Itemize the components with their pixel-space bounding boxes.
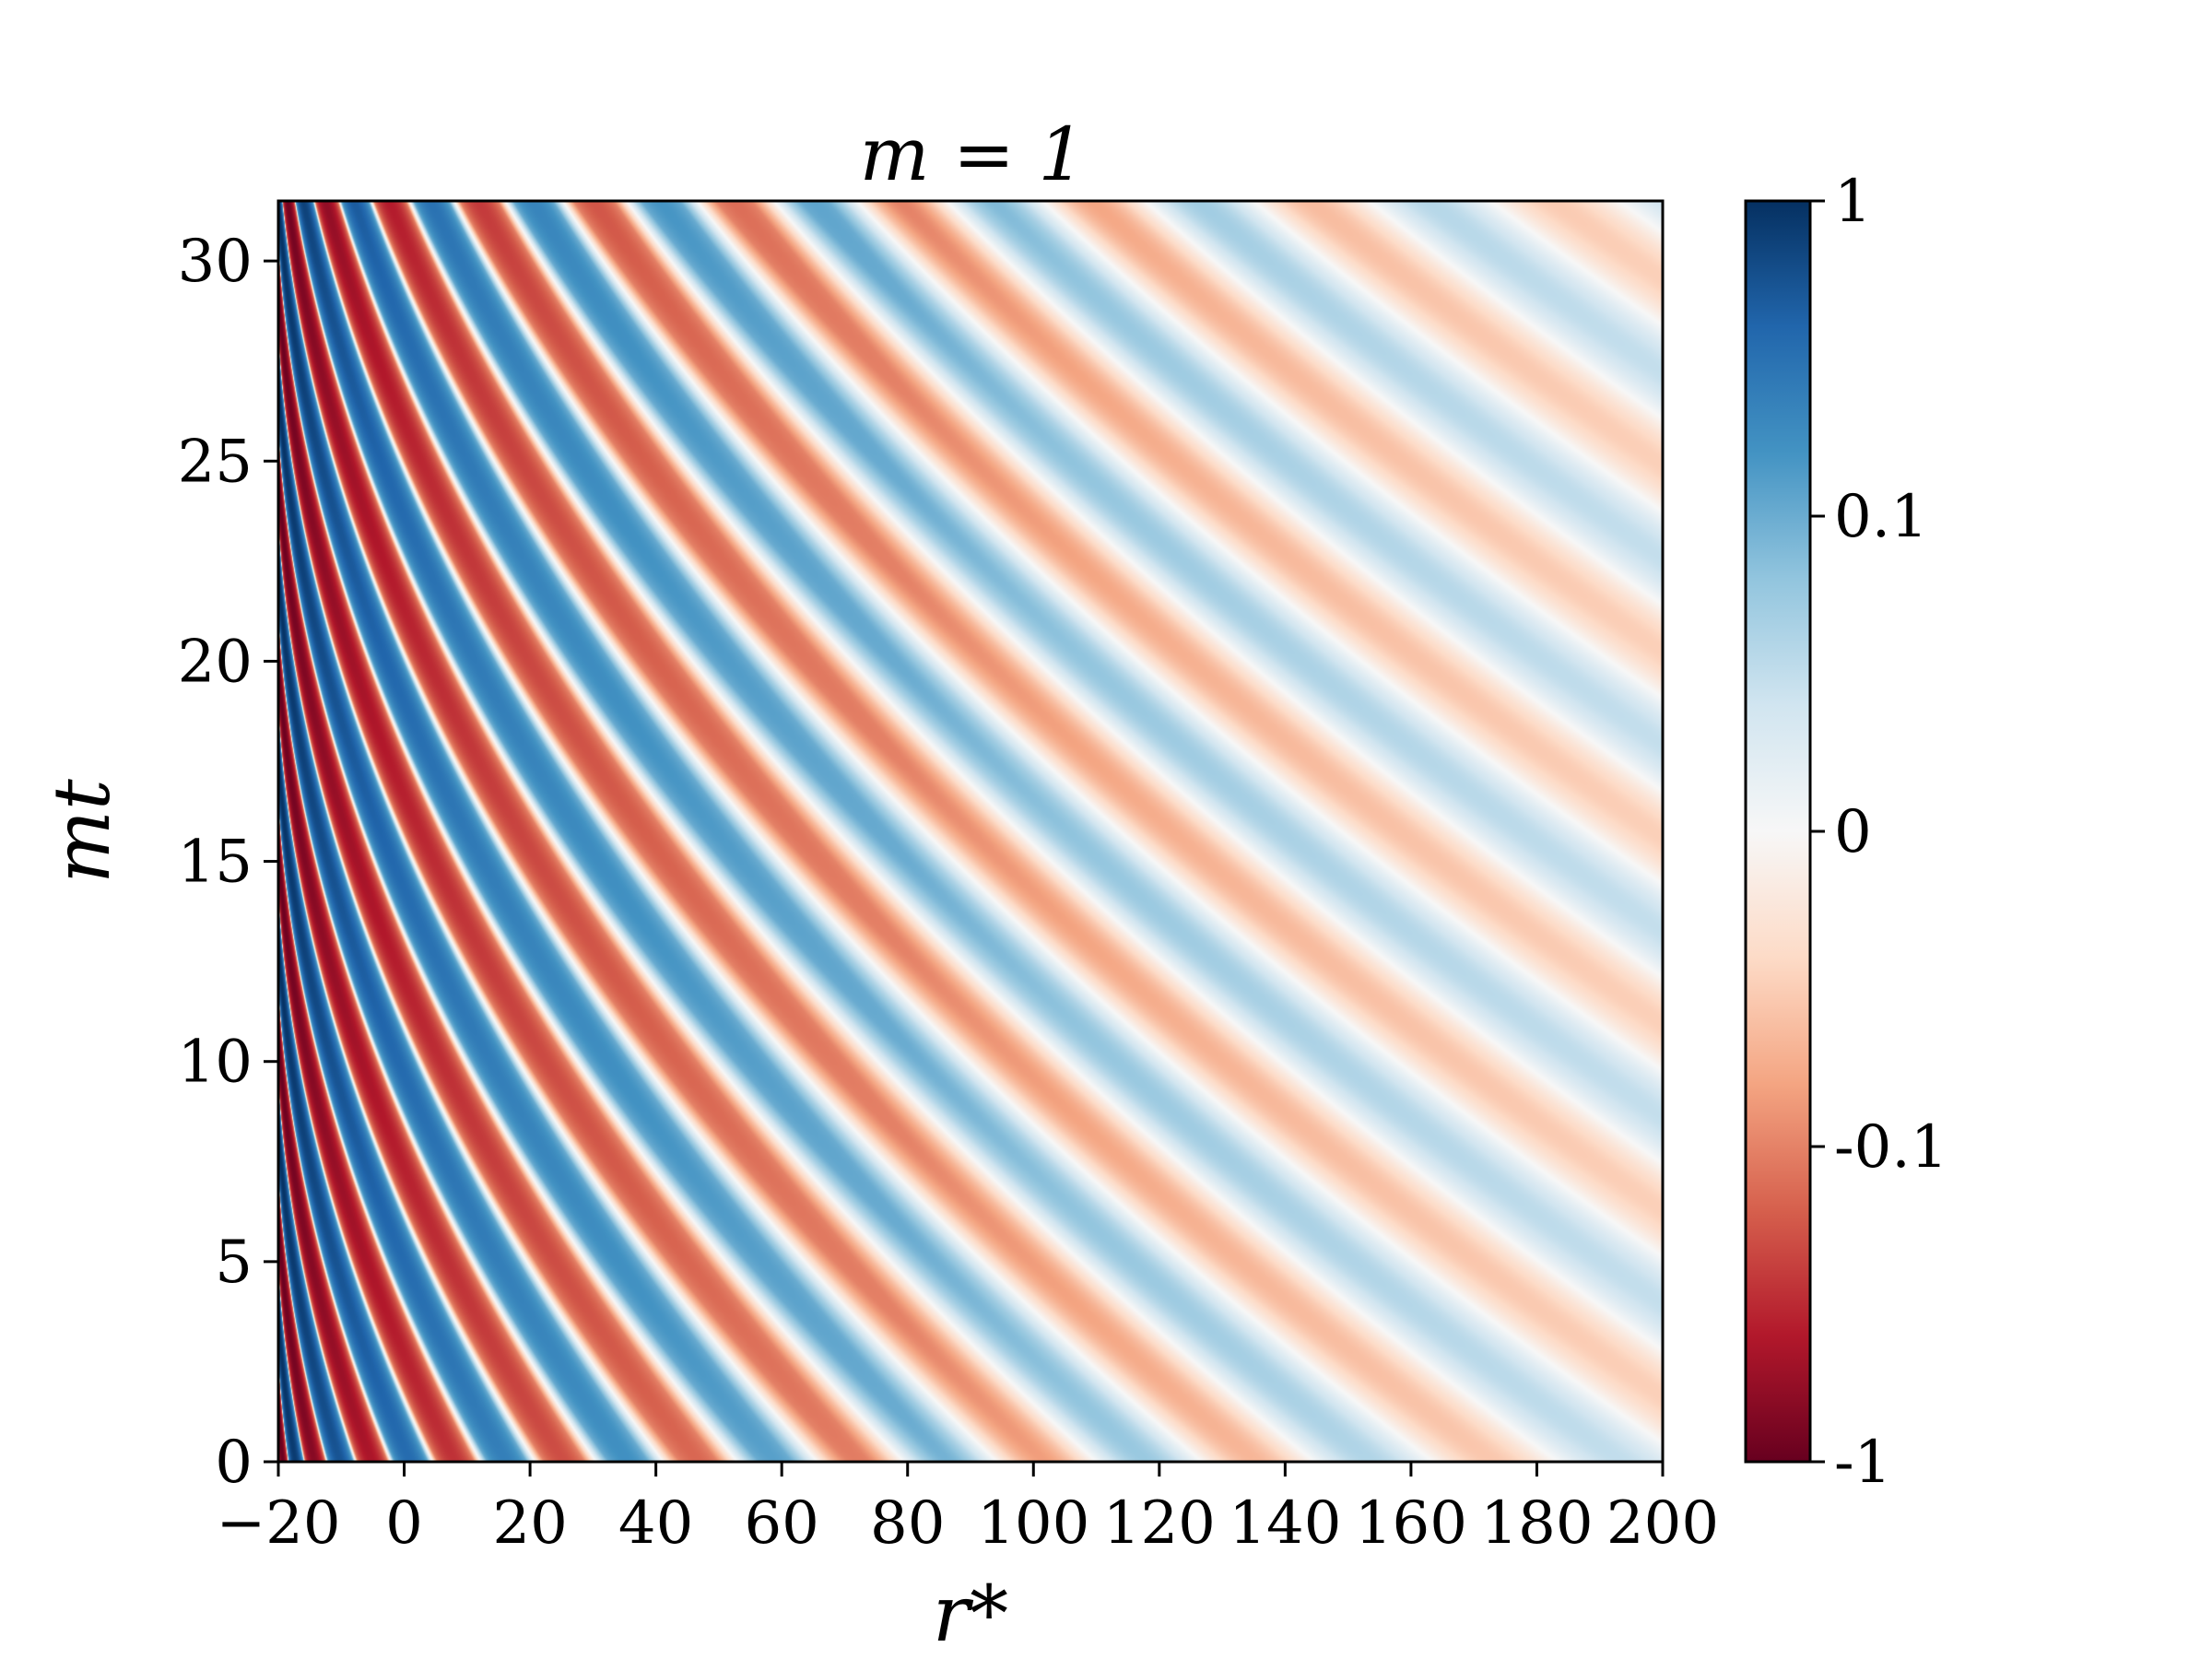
x-tick-label: 200 bbox=[1606, 1489, 1719, 1558]
x-tick-label: 160 bbox=[1355, 1489, 1467, 1558]
x-tick-label: 140 bbox=[1229, 1489, 1341, 1558]
x-tick-label: 180 bbox=[1480, 1489, 1593, 1558]
plot-area bbox=[276, 199, 1665, 1464]
plot-frame bbox=[276, 199, 1665, 1464]
colorbar-ticks: 1 0.1 0 -0.1 -1 bbox=[1810, 168, 1947, 1497]
x-tick-label: 0 bbox=[385, 1489, 423, 1558]
colorbar: 1 0.1 0 -0.1 -1 bbox=[1744, 168, 1947, 1497]
x-tick-label: −20 bbox=[216, 1489, 340, 1558]
x-tick-label: 40 bbox=[618, 1489, 693, 1558]
heatmap-field bbox=[278, 201, 1663, 1462]
y-tick-label: 15 bbox=[178, 829, 253, 897]
x-tick-label: 100 bbox=[977, 1489, 1089, 1558]
x-axis-label: r* bbox=[933, 1569, 1008, 1659]
x-tick-label: 60 bbox=[744, 1489, 818, 1558]
chart-title: m = 1 bbox=[860, 112, 1086, 197]
colorbar-gradient bbox=[1746, 201, 1810, 1462]
y-tick-label: 0 bbox=[215, 1429, 253, 1497]
colorbar-tick-label: 0.1 bbox=[1834, 483, 1928, 551]
colorbar-tick-label: 0 bbox=[1834, 798, 1872, 866]
y-axis-label: mt bbox=[37, 779, 127, 884]
y-tick-label: 10 bbox=[178, 1029, 253, 1097]
x-tick-label: 80 bbox=[870, 1489, 945, 1558]
y-tick-label: 20 bbox=[178, 628, 253, 696]
x-tick-label: 20 bbox=[492, 1489, 567, 1558]
colorbar-tick-label: 1 bbox=[1834, 168, 1872, 236]
y-tick-label: 25 bbox=[178, 428, 253, 496]
colorbar-tick-label: -1 bbox=[1834, 1429, 1891, 1497]
x-tick-label: 120 bbox=[1103, 1489, 1216, 1558]
y-axis: 0 5 10 15 20 25 30 bbox=[178, 228, 278, 1497]
y-tick-label: 5 bbox=[215, 1229, 253, 1297]
x-axis: −20 0 20 40 60 80 100 120 140 160 180 200 bbox=[216, 1462, 1719, 1558]
y-tick-label: 30 bbox=[178, 228, 253, 296]
colorbar-tick-label: -0.1 bbox=[1834, 1113, 1947, 1182]
